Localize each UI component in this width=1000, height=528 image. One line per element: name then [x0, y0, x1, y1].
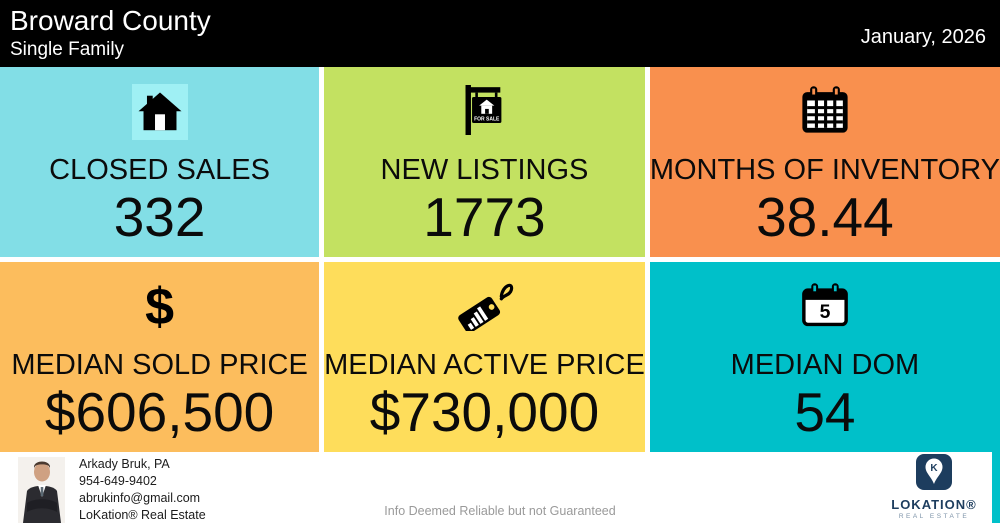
- svg-text:FOR SALE: FOR SALE: [475, 116, 501, 122]
- house-icon: [131, 84, 188, 140]
- tile-value: 1773: [423, 186, 546, 248]
- svg-text:K: K: [930, 463, 938, 474]
- header-bar: Broward County Single Family January, 20…: [0, 0, 1000, 67]
- stats-grid: CLOSED SALES 332 FOR SALE NEW LISTINGS: [0, 67, 1000, 452]
- tile-median-dom: 5 MEDIAN DOM 54: [649, 262, 1000, 452]
- tile-median-sold-price: $ MEDIAN SOLD PRICE $606,500: [0, 262, 320, 452]
- footer-bar: Arkady Bruk, PA 954-649-9402 abrukinfo@g…: [0, 452, 1000, 523]
- calendar-grid-icon: [800, 85, 850, 139]
- lokation-logo: K LOKATION® REAL ESTATE: [884, 454, 984, 521]
- for-sale-sign-icon: FOR SALE: [462, 84, 506, 140]
- agent-photo: [18, 457, 65, 523]
- right-edge-strip: [992, 452, 1000, 523]
- agent-card: Arkady Bruk, PA 954-649-9402 abrukinfo@g…: [18, 452, 206, 523]
- tile-new-listings: FOR SALE NEW LISTINGS 1773: [324, 67, 645, 257]
- tile-label: MEDIAN SOLD PRICE: [11, 349, 308, 381]
- tile-median-active-price: MEDIAN ACTIVE PRICE $730,000: [324, 262, 645, 452]
- tile-value: 38.44: [756, 186, 894, 248]
- tile-label: NEW LISTINGS: [380, 154, 589, 186]
- tile-value: $606,500: [44, 381, 275, 443]
- agent-info: Arkady Bruk, PA 954-649-9402 abrukinfo@g…: [79, 452, 206, 523]
- disclaimer-text: Info Deemed Reliable but not Guaranteed: [384, 504, 616, 518]
- agent-email: abrukinfo@gmail.com: [79, 491, 201, 505]
- agent-name: Arkady Bruk, PA: [79, 457, 170, 471]
- brand-name: LOKATION®: [891, 497, 977, 512]
- calendar-day-number: 5: [820, 301, 831, 323]
- price-tag-icon: [453, 279, 515, 336]
- page-title: Broward County: [10, 5, 211, 36]
- tile-label: MEDIAN DOM: [730, 349, 920, 381]
- tile-value: 54: [794, 381, 856, 443]
- brand-tagline: REAL ESTATE: [898, 513, 970, 520]
- report-date: January, 2026: [860, 26, 986, 48]
- tile-value: $730,000: [369, 381, 600, 443]
- dollar-icon: $: [145, 278, 175, 336]
- tile-closed-sales: CLOSED SALES 332: [0, 67, 320, 257]
- tile-label: MONTHS OF INVENTORY: [649, 154, 1000, 186]
- tile-label: MEDIAN ACTIVE PRICE: [324, 349, 645, 381]
- agent-company: LoKation® Real Estate: [79, 508, 206, 522]
- agent-phone: 954-649-9402: [79, 474, 157, 488]
- tile-months-of-inventory: MONTHS OF INVENTORY 38.44: [649, 67, 1000, 257]
- tile-value: 332: [113, 186, 206, 248]
- tile-label: CLOSED SALES: [49, 154, 270, 186]
- page-subtitle: Single Family: [10, 39, 125, 60]
- lokation-pin-icon: K: [916, 454, 952, 495]
- calendar-5-icon: 5: [801, 282, 849, 333]
